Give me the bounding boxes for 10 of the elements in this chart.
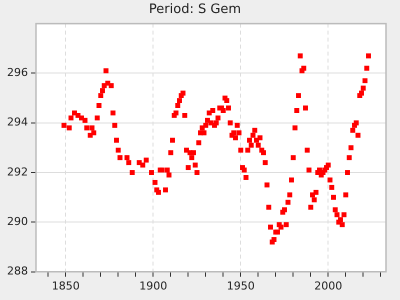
y-tick-label: 296 <box>6 66 28 80</box>
x-tick-label: 2000 <box>314 279 342 292</box>
y-tick-label: 288 <box>6 264 28 278</box>
chart-title: Period: S Gem <box>148 2 242 18</box>
y-tick-label: 290 <box>6 215 28 228</box>
y-tick-label: 294 <box>6 116 28 129</box>
x-tick-label: 1850 <box>52 279 80 292</box>
x-tick-label: 1950 <box>226 279 255 292</box>
x-tick-label: 1900 <box>139 279 168 292</box>
y-tick-label: 292 <box>6 165 28 178</box>
